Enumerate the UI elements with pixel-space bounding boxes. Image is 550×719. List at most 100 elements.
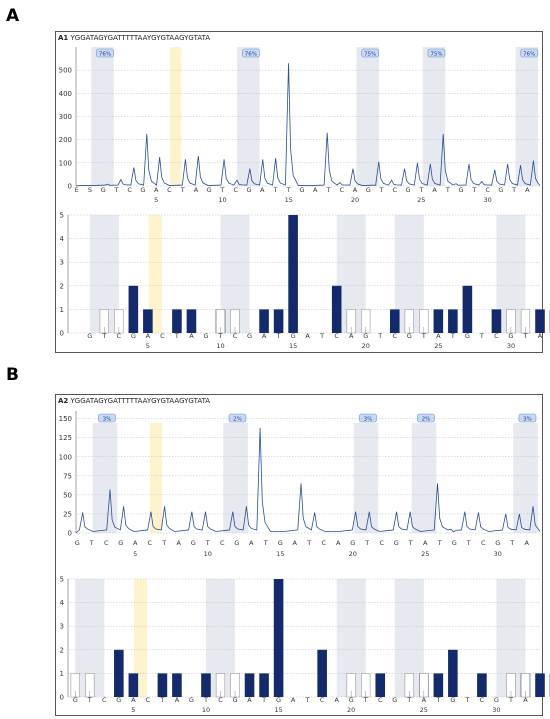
panel-b-hist-base-label: A <box>334 696 339 704</box>
panel-a-dispensation-label: A <box>194 186 199 194</box>
panel-a-dispensation-label: T <box>418 186 423 194</box>
panel-a-hist-base-label: G <box>407 332 412 340</box>
panel-a-hist-base-label: T <box>101 332 106 340</box>
panel-a-pyro-ytick: 0 <box>68 183 72 191</box>
panel-b-hist-base-label: A <box>131 696 136 704</box>
panel-a-hist-ytick: 1 <box>60 306 64 314</box>
panel-a-hist-ytick: 4 <box>60 235 65 243</box>
panel-a-hist-bar <box>462 285 473 333</box>
panel-b-dispensation-label: G <box>452 539 457 547</box>
panel-a-hist-control-band <box>148 215 162 333</box>
panel-b-hist-base-label: G <box>392 696 397 704</box>
panel-b-hist-ytick: 3 <box>60 623 64 631</box>
panel-a-hist-base-label: T <box>421 332 426 340</box>
panel-b-hist-ytick: 1 <box>60 670 64 678</box>
panel-a-dispensation-label: G <box>299 186 304 194</box>
panel-b-dispensation-label: T <box>161 539 166 547</box>
panel-a-hist-xtick: 15 <box>289 342 297 350</box>
panel-b-cpg-badge <box>417 413 435 423</box>
panel-a-cpg-badge <box>520 48 539 58</box>
panel-b-dispensation-label: T <box>263 539 268 547</box>
panel-a-dispensation-label: T <box>471 186 476 194</box>
panel-a-hist-xtick: 30 <box>507 342 515 350</box>
panel-a-dispensation-label: T <box>286 186 291 194</box>
panel-b-dispensation-label: G <box>350 539 355 547</box>
panel-b-hist-base-label: T <box>305 696 310 704</box>
panel-b-hist-bar <box>128 673 139 697</box>
panel-a-hist-base-label: A <box>305 332 310 340</box>
panel-a-pyro-ytick: 400 <box>59 90 72 98</box>
panel-a-dispensation-label: G <box>366 186 371 194</box>
panel-b-dispensation-label: C <box>104 539 109 547</box>
panel-a-dispensation-label: T <box>379 186 384 194</box>
panel-a-hist-base-label: C <box>160 332 165 340</box>
panel-b-dispensation-label: T <box>509 539 514 547</box>
panel-a-dispensation-label: E <box>75 186 79 194</box>
panel-a-dispensation-label: T <box>445 186 450 194</box>
panel-b-dispensation-label: T <box>306 539 311 547</box>
panel-a-hist-base-label: T <box>174 332 179 340</box>
panel-a-cpg-badge-label: 76% <box>245 51 257 57</box>
panel-label-a: A <box>6 6 20 26</box>
panel-b-cpg-band <box>223 423 248 533</box>
panel-b-pyro-ytick: 0 <box>68 530 72 538</box>
panel-a-hist-base-label: T <box>377 332 382 340</box>
panel-a-cpg-band <box>91 47 114 186</box>
panel-b-hist-control-band <box>134 579 148 697</box>
panel-b-dispensation-label: T <box>205 539 210 547</box>
panel-a-cpg-badge-label: 76% <box>523 51 535 57</box>
panel-b-sequence: YGGATAGYGATTTTTAAYGYGTAAGYGTATA <box>70 397 211 405</box>
panel-a-dispensation-label: T <box>180 186 185 194</box>
panel-b-hist-xtick: 15 <box>274 706 282 714</box>
panel-a-hist-bar <box>491 309 502 333</box>
panel-a-dispensation-label: T <box>219 186 224 194</box>
panel-b-dispensation-label: C <box>147 539 152 547</box>
panel-b-cpg-badge-label: 3% <box>103 416 112 422</box>
panel-b-cpg-badge <box>518 413 537 423</box>
panel-b-dispensation-label: C <box>220 539 225 547</box>
panel-a-hist-xtick: 20 <box>362 342 370 350</box>
panel-a-hist-base-label: A <box>262 332 267 340</box>
panel-b-dispensation-label: A <box>525 539 530 547</box>
panel-a-dispensation-label: G <box>459 186 464 194</box>
panel-a-hist-base-label: G <box>87 332 92 340</box>
panel-b-pyro-ytick: 25 <box>63 510 72 518</box>
panel-b-pyro-xtick: 30 <box>494 550 502 558</box>
panel-a-dispensation-label: A <box>313 186 318 194</box>
panel-b-hist-base-label: G <box>116 696 121 704</box>
panel-a-pyro-ytick: 200 <box>59 136 72 144</box>
panel-a-hist-base-label: C <box>392 332 397 340</box>
panel-a-hist-base-label: C <box>117 332 122 340</box>
panel-b-pyro-xtick: 20 <box>349 550 357 558</box>
panel-b-hist-bar <box>244 673 255 697</box>
panel-a-dispensation-label: C <box>127 186 132 194</box>
panel-b-hist-ytick: 0 <box>60 694 64 702</box>
panel-a-hist-bar <box>535 309 545 333</box>
panel-a-dispensation-label: A <box>353 186 358 194</box>
panel-a-hist-base-label: A <box>538 332 543 340</box>
panel-b-pyro-xtick: 15 <box>276 550 284 558</box>
panel-b-pyro-trace <box>75 427 541 534</box>
panel-b-dispensation-label: T <box>437 539 442 547</box>
panel-a-hist-base-label: A <box>189 332 194 340</box>
panel-b-hist-xtick: 25 <box>420 706 428 714</box>
panel-a-hist-base-label: A <box>146 332 151 340</box>
panel-b-cpg-badge-label: 2% <box>422 416 431 422</box>
panel-a-cpg-badge-label: 75% <box>364 51 376 57</box>
panel-b-hist-base-label: T <box>261 696 266 704</box>
panel-a-pyro-xtick: 25 <box>417 196 425 204</box>
panel-b-dispensation-label: A <box>336 539 341 547</box>
panel-a-hist-base-label: G <box>465 332 470 340</box>
panel-a-pyro-xtick: 30 <box>483 196 491 204</box>
panel-a-hist-xtick: 5 <box>146 342 150 350</box>
panel-b-hist-base-label: A <box>422 696 427 704</box>
panel-a-dispensation-label: C <box>167 186 172 194</box>
panel-a-hist-bar <box>259 309 269 333</box>
panel-b-hist-bar <box>477 673 487 697</box>
panel-a-hist-xtick: 25 <box>434 342 442 350</box>
panel-b-hist-bar <box>433 673 444 697</box>
panel-b-hist-ytick: 4 <box>60 599 65 607</box>
panel-b-hist-base-label: C <box>378 696 383 704</box>
panel-a-cpg-badge <box>361 48 379 58</box>
panel-a-cpg-badge-label: 76% <box>99 51 111 57</box>
